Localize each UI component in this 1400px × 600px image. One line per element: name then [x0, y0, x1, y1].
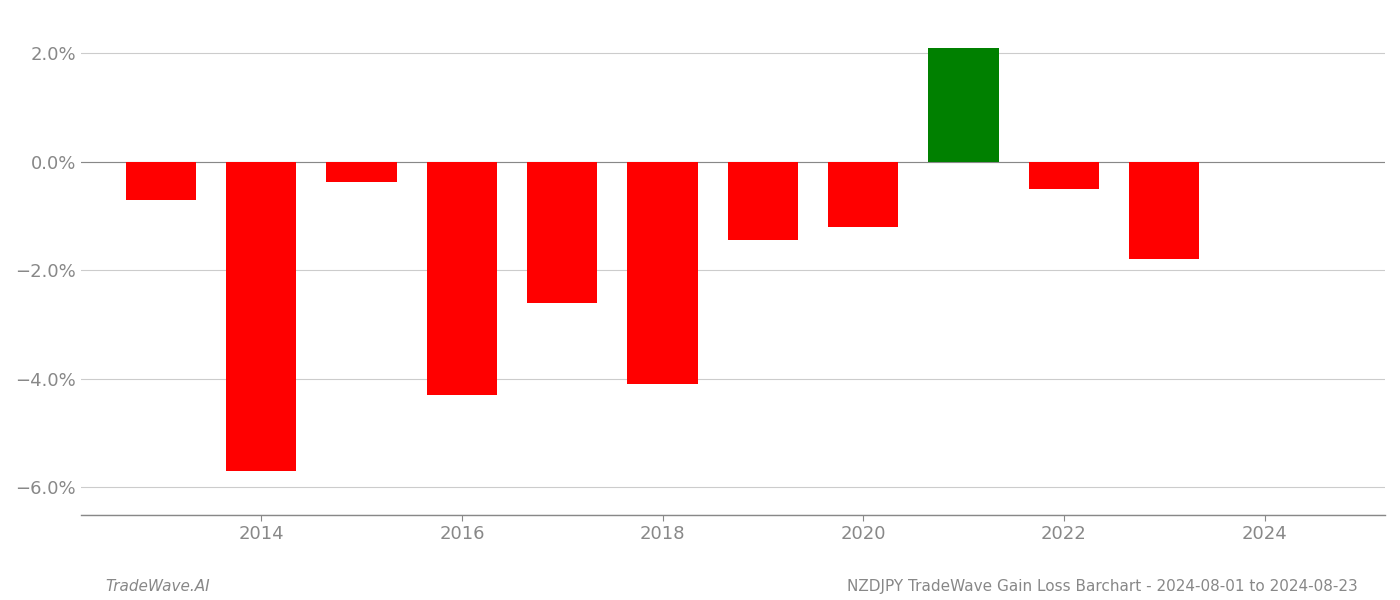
Bar [126, 161, 196, 200]
Bar [227, 161, 297, 471]
Bar [1130, 161, 1200, 259]
Text: TradeWave.AI: TradeWave.AI [105, 579, 210, 594]
Text: NZDJPY TradeWave Gain Loss Barchart - 2024-08-01 to 2024-08-23: NZDJPY TradeWave Gain Loss Barchart - 20… [847, 579, 1358, 594]
Bar [1029, 161, 1099, 189]
Bar [829, 161, 899, 227]
Bar [728, 161, 798, 241]
Bar [528, 161, 598, 303]
Bar [928, 47, 998, 161]
Bar [427, 161, 497, 395]
Bar [627, 161, 697, 384]
Bar [326, 161, 396, 182]
